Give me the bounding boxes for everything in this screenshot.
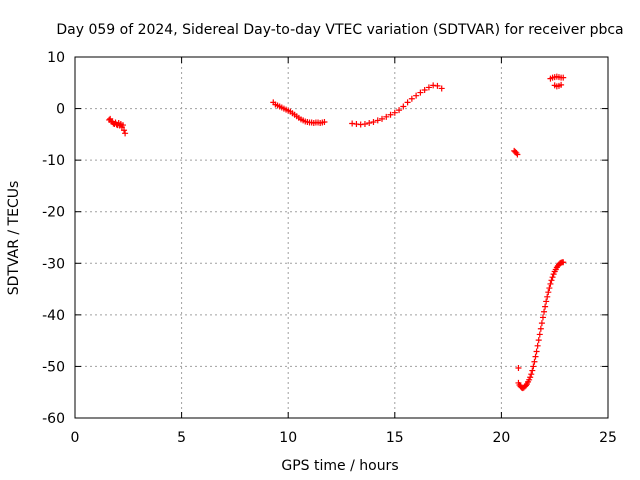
data-point — [535, 337, 542, 344]
series-segment-1 — [106, 115, 129, 137]
series-segment-5 — [515, 259, 567, 392]
data-point — [532, 353, 539, 360]
x-tick-label: 15 — [386, 430, 404, 446]
series-segment-2 — [270, 99, 328, 127]
data-point — [531, 358, 538, 365]
data-point — [529, 367, 536, 374]
data-point — [404, 99, 411, 106]
data-layer — [106, 73, 567, 392]
series-segment-4 — [511, 147, 521, 158]
y-tick-label: -60 — [42, 411, 65, 427]
data-point — [515, 364, 522, 371]
series-segment-3 — [349, 82, 445, 128]
y-tick-label: -10 — [42, 153, 65, 169]
data-point — [361, 121, 368, 128]
data-point — [119, 122, 126, 129]
data-point — [425, 84, 432, 91]
data-point — [533, 348, 540, 355]
data-point — [545, 289, 552, 296]
x-tick-label: 25 — [599, 430, 617, 446]
data-point — [417, 89, 424, 96]
data-point — [544, 293, 551, 300]
data-point — [321, 118, 328, 125]
chart-title: Day 059 of 2024, Sidereal Day-to-day VTE… — [56, 22, 623, 38]
data-point — [396, 107, 403, 114]
tick-layer: 0 5 10 15 20 25 -60 -50 -40 -30 -20 -10 0 10 — [42, 50, 617, 446]
data-point — [514, 151, 521, 158]
x-tick-label: 5 — [177, 430, 186, 446]
data-point — [387, 111, 394, 118]
data-point — [546, 285, 553, 292]
data-point — [391, 109, 398, 116]
data-point — [421, 87, 428, 94]
x-tick-label: 0 — [71, 430, 80, 446]
data-point — [560, 74, 567, 81]
data-point — [538, 320, 545, 327]
y-tick-label: -40 — [42, 308, 65, 324]
data-point — [438, 85, 445, 92]
data-point — [122, 130, 129, 137]
data-point — [413, 92, 420, 99]
data-point — [528, 371, 535, 378]
y-tick-label: -30 — [42, 256, 65, 272]
data-point — [558, 81, 565, 88]
y-tick-label: 0 — [56, 102, 65, 118]
grid-layer — [75, 57, 608, 418]
data-point — [537, 325, 544, 332]
series-segment-6 — [515, 364, 522, 371]
data-point — [536, 331, 543, 338]
data-point — [549, 274, 556, 281]
plot-frame — [74, 56, 609, 419]
data-point — [530, 363, 537, 370]
data-point — [542, 303, 549, 310]
x-tick-label: 20 — [492, 430, 510, 446]
data-point — [408, 95, 415, 102]
data-point — [539, 314, 546, 321]
data-point — [434, 82, 441, 89]
data-point — [543, 298, 550, 305]
x-tick-label: 10 — [279, 430, 297, 446]
data-point — [547, 280, 554, 287]
data-point — [383, 113, 390, 120]
data-point — [560, 259, 567, 266]
data-point — [121, 127, 128, 134]
data-point — [374, 117, 381, 124]
data-point — [527, 374, 534, 381]
data-point — [534, 342, 541, 349]
x-axis-label: GPS time / hours — [281, 458, 398, 474]
data-point — [541, 308, 548, 315]
data-point — [370, 118, 377, 125]
data-point — [548, 277, 555, 284]
y-tick-label: -20 — [42, 205, 65, 221]
y-tick-label: -50 — [42, 359, 65, 375]
data-point — [366, 120, 373, 127]
y-tick-label: 10 — [47, 50, 65, 66]
data-point — [400, 103, 407, 110]
y-axis-label: SDTVAR / TECUs — [6, 181, 22, 296]
series-segment-7 — [547, 73, 567, 90]
data-point — [379, 115, 386, 122]
